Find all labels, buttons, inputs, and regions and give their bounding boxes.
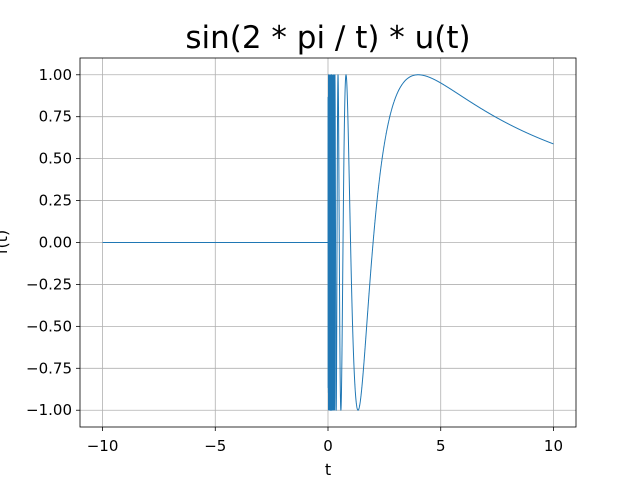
y-tick-label: 0.75 bbox=[39, 108, 72, 126]
plot-area bbox=[102, 74, 554, 411]
x-tick-label: 10 bbox=[544, 437, 563, 455]
y-tick-label: 1.00 bbox=[39, 66, 72, 84]
y-tick-label: −0.50 bbox=[26, 317, 72, 335]
x-tick-label: 5 bbox=[436, 437, 446, 455]
y-tick-label: −0.25 bbox=[26, 275, 72, 293]
dense-oscillation-band bbox=[328, 74, 336, 411]
y-tick-label: 0.50 bbox=[39, 150, 72, 168]
y-tick-label: −1.00 bbox=[26, 401, 72, 419]
y-axis-label: f(t) bbox=[0, 230, 11, 254]
y-tick-label: 0.25 bbox=[39, 192, 72, 210]
x-tick-label: −5 bbox=[204, 437, 226, 455]
x-tick-label: 0 bbox=[323, 437, 333, 455]
chart-title: sin(2 * pi / t) * u(t) bbox=[185, 20, 470, 56]
y-tick-label: 0.00 bbox=[39, 234, 72, 252]
x-axis-label: t bbox=[325, 460, 331, 479]
axis-ticks: −10 −5 0 5 10 −1.00 −0.75 −0.50 −0.25 0.00 0.25 0.5… bbox=[26, 66, 563, 455]
y-tick-label: −0.75 bbox=[26, 359, 72, 377]
x-tick-label: −10 bbox=[87, 437, 119, 455]
